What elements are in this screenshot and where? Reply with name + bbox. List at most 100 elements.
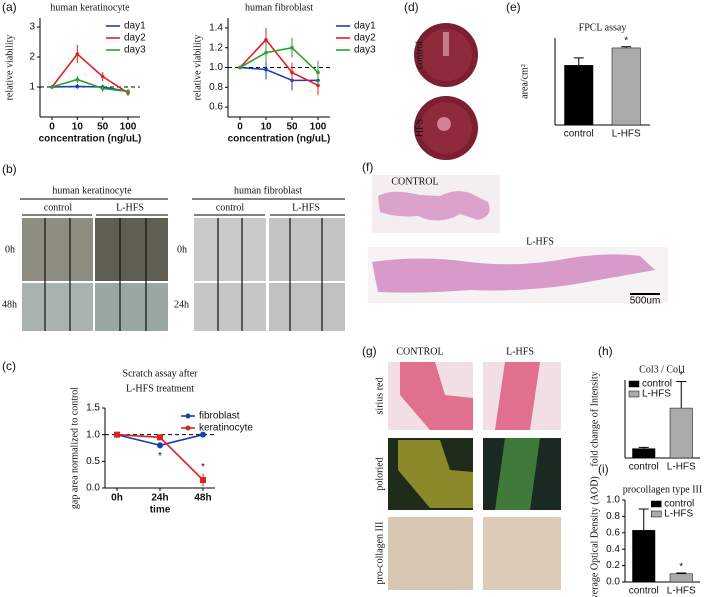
- micrograph: [95, 218, 168, 281]
- bar: [632, 530, 656, 583]
- bar: [632, 448, 656, 459]
- panel-label: (b): [2, 162, 17, 176]
- chart-title: Col3 / Col1: [639, 364, 686, 375]
- tissue: [378, 191, 490, 221]
- chart-title: FPCL assay: [579, 22, 627, 33]
- legend-label: day2: [354, 33, 376, 44]
- tissue: [372, 254, 655, 293]
- y-tick-label: 0.8: [209, 82, 223, 93]
- point: [126, 89, 130, 94]
- micrograph: [388, 517, 473, 590]
- y-tick-label: 2: [29, 52, 35, 63]
- row-label: sirius red: [374, 378, 385, 415]
- column-label: L-HFS: [506, 346, 534, 357]
- panel-label: (f): [362, 160, 373, 174]
- annotation: *: [679, 370, 683, 381]
- series-line: [51, 78, 129, 93]
- point: [200, 477, 206, 483]
- legend-swatch: [628, 390, 640, 398]
- point: [75, 52, 80, 56]
- legend-label: day2: [124, 33, 146, 44]
- x-tick-label: 24h: [151, 493, 168, 504]
- legend-label: day1: [354, 21, 376, 32]
- x-axis-label: time: [150, 505, 171, 516]
- gel-center: [443, 32, 449, 56]
- panel-label: (h): [598, 344, 613, 358]
- y-axis-label: Average Optical Density (AOD): [589, 476, 600, 597]
- micrograph: [269, 218, 345, 281]
- y-tick-label: 0.8: [606, 511, 620, 522]
- micrograph: [483, 517, 561, 590]
- legend-label: day3: [354, 45, 376, 56]
- point: [114, 431, 120, 438]
- y-axis-label: relative viability: [192, 35, 203, 101]
- y-tick-label: 0.6: [209, 102, 223, 113]
- row-label: control: [414, 41, 425, 70]
- legend-label: control: [642, 379, 672, 390]
- x-tick-label: 100: [310, 122, 327, 133]
- point: [264, 37, 268, 42]
- x-tick-label: 100: [120, 122, 137, 133]
- bar: [564, 65, 594, 126]
- scratch-images-keratinocyte: human keratinocyte control L-HFS 0h 48h: [2, 185, 168, 331]
- series-line: [239, 46, 319, 74]
- point: [100, 74, 105, 79]
- micrograph: [269, 283, 345, 331]
- legend-label: day1: [124, 21, 146, 32]
- x-tick-label: 0: [49, 122, 55, 133]
- scratch-edges: [44, 218, 147, 331]
- x-tick-label: 10: [260, 122, 272, 133]
- row-label: 0h: [5, 244, 15, 255]
- x-axis-label: concentration (ng/uL): [39, 134, 142, 145]
- y-axis-label: relative viability: [4, 35, 15, 101]
- y-tick-label: 1.0: [209, 62, 223, 73]
- section-label: L-HFS: [526, 236, 554, 247]
- legend-label: control: [664, 499, 694, 510]
- x-tick-label: control: [629, 586, 659, 597]
- legend-swatch: [185, 413, 191, 419]
- column-label: L-HFS: [292, 202, 320, 213]
- image-title: human fibroblast: [234, 185, 302, 196]
- x-tick-label: L-HFS: [667, 462, 696, 473]
- scratch-edges: [217, 218, 323, 331]
- row-label: 48h: [2, 299, 17, 310]
- row-label: HFS: [414, 119, 425, 137]
- bar: [669, 573, 693, 583]
- gel-images: control HFS: [414, 23, 478, 160]
- y-tick-label: 1.0: [86, 429, 100, 440]
- point: [264, 67, 268, 72]
- y-tick-label: 0.6: [606, 527, 620, 538]
- panel-label: (i): [598, 462, 609, 476]
- tissue-sections: CONTROL L-HFS 500um: [368, 175, 668, 307]
- chart-title: L-HFS treatment: [126, 383, 194, 394]
- x-tick-label: control: [564, 129, 594, 140]
- series-line: [239, 66, 318, 82]
- column-label: control: [216, 202, 245, 213]
- point: [316, 70, 320, 75]
- chart-title: procollagen type III: [623, 484, 702, 495]
- point: [238, 65, 242, 70]
- legend-label: fibroblast: [199, 411, 240, 422]
- legend-swatch: [628, 380, 640, 388]
- panel-label: (e): [506, 0, 521, 14]
- y-axis-label: gap area normalized to control: [69, 387, 80, 509]
- x-tick-label: control: [629, 462, 659, 473]
- point: [264, 50, 268, 55]
- y-axis-label: area/cm²: [519, 64, 530, 99]
- x-tick-label: 50: [97, 122, 109, 133]
- annotation: *: [679, 562, 683, 573]
- tissue: [495, 438, 540, 510]
- series-line: [51, 52, 129, 94]
- point: [157, 434, 163, 441]
- chart-title: human fibroblast: [245, 2, 313, 13]
- y-axis-label: fold change of Intensity: [589, 371, 600, 466]
- bar: [669, 407, 693, 459]
- micrograph: [22, 283, 93, 331]
- legend-label: day3: [124, 45, 146, 56]
- annotation: *: [201, 462, 205, 473]
- y-tick-label: 0.5: [86, 456, 100, 467]
- y-tick-label: 0.2: [606, 560, 620, 571]
- point: [157, 442, 163, 449]
- scale-label: 500um: [630, 296, 661, 307]
- legend-label: L-HFS: [664, 509, 693, 520]
